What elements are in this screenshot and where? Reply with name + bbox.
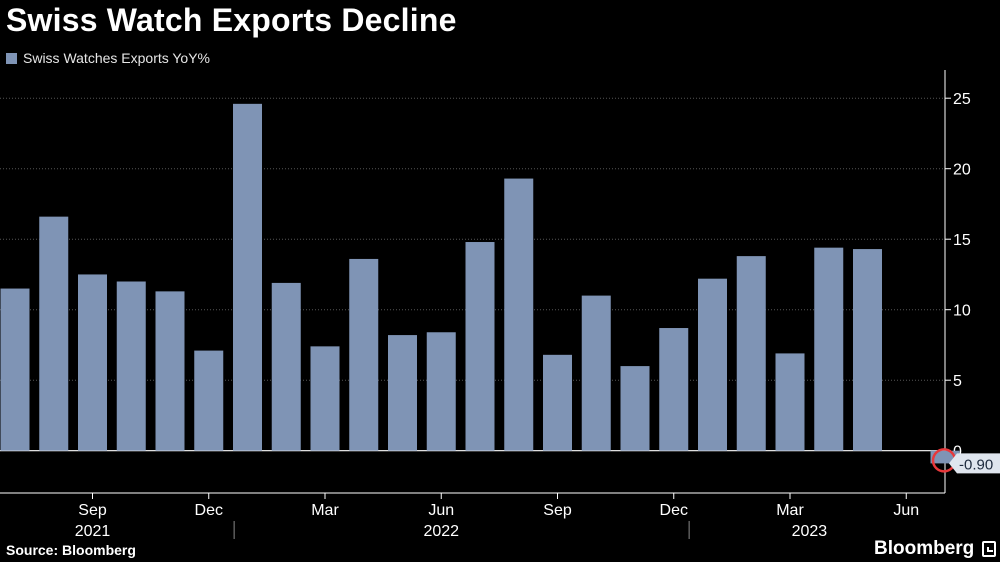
bar bbox=[465, 242, 495, 451]
x-tick-label: Sep bbox=[78, 502, 107, 519]
last-value-tag bbox=[949, 453, 1000, 474]
bar bbox=[0, 288, 30, 451]
x-tick-label: Jun bbox=[893, 502, 919, 519]
bar bbox=[814, 247, 844, 451]
bar bbox=[698, 278, 727, 451]
bar bbox=[233, 103, 262, 451]
bar bbox=[310, 346, 340, 451]
bar bbox=[426, 332, 456, 451]
bar bbox=[39, 216, 69, 451]
y-tick-label: 10 bbox=[953, 303, 971, 320]
x-year-label: 2023 bbox=[792, 523, 828, 540]
bar bbox=[543, 354, 572, 451]
chart-title: Swiss Watch Exports Decline bbox=[6, 2, 457, 38]
x-tick-label: Mar bbox=[776, 502, 804, 519]
source-note: Source: Bloomberg bbox=[6, 542, 136, 558]
bar bbox=[271, 282, 301, 451]
bar bbox=[620, 366, 650, 451]
x-tick-label: Dec bbox=[660, 502, 688, 519]
bar bbox=[504, 178, 534, 451]
y-tick-label: 20 bbox=[953, 162, 971, 179]
bar bbox=[155, 291, 185, 451]
y-tick-label: 5 bbox=[953, 373, 962, 390]
x-tick-label: Jun bbox=[428, 502, 454, 519]
y-tick-label: 15 bbox=[953, 232, 971, 249]
brand-logo: Bloomberg bbox=[874, 538, 997, 560]
bar bbox=[775, 353, 805, 451]
x-tick-label: Sep bbox=[543, 502, 572, 519]
x-tick-label: Mar bbox=[311, 502, 339, 519]
bloomberg-terminal-icon bbox=[982, 541, 997, 557]
bar bbox=[388, 335, 417, 451]
x-year-label: 2021 bbox=[75, 523, 111, 540]
legend-label: Swiss Watches Exports YoY% bbox=[23, 50, 211, 66]
bar bbox=[349, 258, 379, 451]
brand-name: Bloomberg bbox=[874, 538, 975, 559]
bar bbox=[659, 328, 689, 451]
last-value-label: -0.90 bbox=[959, 456, 993, 473]
bar bbox=[194, 350, 224, 451]
bar bbox=[736, 256, 766, 451]
x-tick-label: Dec bbox=[195, 502, 223, 519]
bar bbox=[116, 281, 146, 451]
bar bbox=[853, 249, 882, 451]
y-tick-label: 25 bbox=[953, 91, 971, 108]
bar bbox=[581, 295, 611, 451]
x-year-label: 2022 bbox=[423, 523, 459, 540]
legend-swatch bbox=[6, 52, 17, 64]
bar bbox=[78, 274, 107, 451]
legend: Swiss Watches Exports YoY% bbox=[6, 50, 210, 66]
